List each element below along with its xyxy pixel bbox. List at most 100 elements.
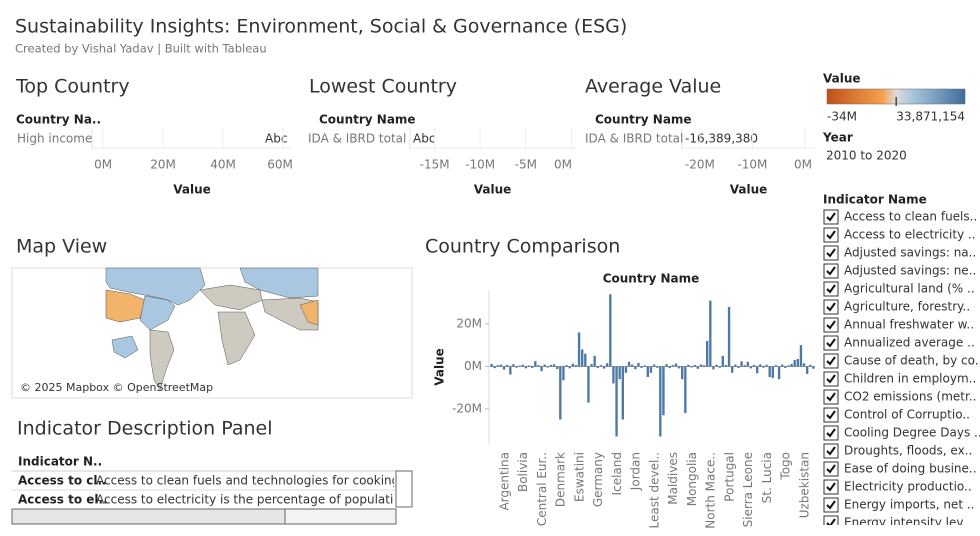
legend-title: Value: [823, 72, 861, 86]
bar: [506, 364, 509, 367]
x-tick-label: -5M: [515, 158, 537, 172]
bar: [602, 366, 606, 369]
x-tick-label: Central Eur..: [535, 452, 549, 526]
indicator-item[interactable]: Energy intensity lev..: [844, 516, 970, 530]
indicator-item[interactable]: Annualized average ..: [844, 336, 975, 350]
bar: [712, 366, 715, 370]
check: [826, 518, 836, 525]
mark-text: Abc: [413, 132, 435, 146]
indicator-filter-title: Indicator Name: [823, 193, 927, 207]
map-frame: [11, 267, 413, 399]
check: [826, 428, 836, 438]
indicator-item[interactable]: Droughts, floods, ex..: [844, 444, 972, 458]
bar: [521, 364, 524, 367]
bar: [768, 366, 771, 378]
bar: [756, 366, 759, 374]
indicator-item[interactable]: Electricity productio..: [844, 480, 972, 494]
check: [826, 266, 836, 276]
year-value[interactable]: 2010 to 2020: [826, 149, 907, 163]
indicator-item[interactable]: CO2 emissions (metr..: [844, 390, 976, 404]
bar: [593, 355, 596, 367]
bar: [656, 366, 659, 368]
x-tick-label: 0M: [94, 158, 112, 172]
panel-title: Country Comparison: [425, 236, 620, 258]
x-tick-label: -20M: [685, 158, 715, 172]
bar: [771, 366, 774, 379]
bar: [540, 366, 543, 372]
bar: [690, 366, 693, 368]
bar: [612, 366, 615, 384]
indicator-item[interactable]: Cooling Degree Days ..: [844, 426, 980, 440]
indicator-item[interactable]: Children in employm..: [844, 372, 976, 386]
bar: [699, 364, 703, 367]
bar: [596, 366, 599, 369]
panel-title: Top Country: [15, 76, 130, 98]
bar: [606, 363, 609, 367]
indicator-item[interactable]: Adjusted savings: na..: [844, 246, 976, 260]
indicator-item[interactable]: Access to clean fuels..: [844, 210, 977, 224]
x-tick-label: Germany: [591, 452, 605, 507]
bar: [531, 366, 534, 368]
bar: [568, 366, 571, 369]
panel-title: Average Value: [585, 76, 721, 98]
indicator-item[interactable]: Annual freshwater w..: [844, 318, 974, 332]
indicator-item[interactable]: Access to electricity ..: [844, 228, 976, 242]
bar: [677, 366, 681, 369]
bar: [724, 364, 728, 367]
indicator-item[interactable]: Cause of death, by co..: [844, 354, 980, 368]
indicator-item[interactable]: Adjusted savings: ne..: [844, 264, 976, 278]
bar: [737, 366, 740, 368]
x-tick-label: -15M: [420, 158, 450, 172]
bar: [615, 366, 618, 437]
indicator-desc: Access to clean fuels and technologies f…: [96, 474, 421, 488]
subtitle: Created by Vishal Yadav | Built with Tab…: [15, 42, 267, 56]
x-tick-label: Togo: [779, 452, 793, 481]
axis-label: Value: [474, 183, 512, 197]
indicator-item[interactable]: Agricultural land (% ..: [844, 282, 975, 296]
bar: [640, 366, 643, 368]
bar: [790, 363, 793, 367]
h-scrollbar-thumb[interactable]: [11, 508, 286, 525]
bar: [515, 366, 518, 368]
bar: [684, 366, 687, 414]
indicator-item[interactable]: Energy imports, net ..: [844, 498, 974, 512]
bar: [590, 364, 593, 367]
map-credit: © 2025 Mapbox © OpenStreetMap: [20, 381, 213, 394]
bar: [652, 364, 656, 367]
bar: [681, 366, 684, 380]
bar: [731, 366, 734, 373]
bar: [812, 366, 815, 369]
check: [826, 284, 836, 294]
indicator-item[interactable]: Agriculture, forestry..: [844, 300, 970, 314]
checkbox[interactable]: [823, 515, 839, 530]
bar: [624, 366, 628, 373]
bar: [759, 364, 762, 367]
indicator-code: Access to cl..: [18, 474, 107, 488]
legend-min: -34M: [827, 110, 857, 124]
bar: [777, 366, 781, 380]
x-tick-label: 0M: [794, 158, 812, 172]
bar: [693, 364, 696, 367]
bar: [674, 363, 678, 367]
check: [826, 302, 836, 312]
x-tick-label: 60M: [267, 158, 293, 172]
bar: [793, 360, 796, 367]
indicator-item[interactable]: Ease of doing busine..: [844, 462, 977, 476]
y-tick-label: 0M: [464, 359, 482, 373]
x-tick-label: 20M: [150, 158, 176, 172]
indicator-list: Access to clean fuels.. Access to electri…: [823, 209, 980, 530]
bar: [509, 366, 512, 375]
row-header: Country Name: [595, 113, 692, 127]
bar: [740, 361, 743, 367]
indicator-item[interactable]: Control of Corruptio..: [844, 408, 970, 422]
bar: [543, 364, 546, 367]
bar: [634, 366, 637, 370]
x-tick-label: -10M: [465, 158, 495, 172]
bar: [743, 365, 746, 367]
bar: [496, 365, 499, 367]
scrollbar[interactable]: [395, 470, 413, 508]
bar: [512, 364, 515, 367]
check: [826, 482, 836, 492]
bar: [502, 366, 506, 370]
x-tick-label: St. Lucia: [760, 452, 774, 503]
